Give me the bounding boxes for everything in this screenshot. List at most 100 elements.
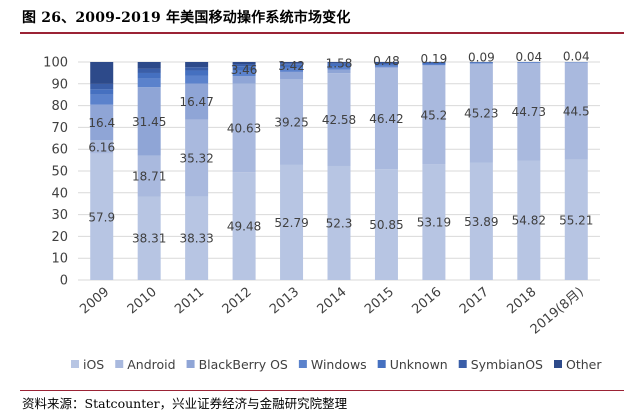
bar-segment <box>280 71 304 80</box>
bar-segment <box>185 119 209 197</box>
bar-segment <box>564 159 588 280</box>
bar-segment <box>185 75 209 84</box>
data-label: 35.32 <box>179 151 213 165</box>
bar-segment <box>137 196 161 280</box>
bar-segment <box>90 62 114 84</box>
bar-segment <box>469 63 493 163</box>
bar-segment <box>327 63 351 67</box>
bar-segment <box>185 67 209 71</box>
legend-label: Other <box>566 357 602 372</box>
bar-segment <box>185 83 209 120</box>
data-label: 16.47 <box>179 95 213 109</box>
data-label: 53.89 <box>464 215 498 229</box>
data-label: 53.19 <box>417 216 451 230</box>
bar-segment <box>137 87 161 156</box>
bar-segment <box>137 155 161 197</box>
data-label: 50.85 <box>369 218 403 232</box>
footer-rule <box>20 390 624 391</box>
bar-segment <box>185 70 209 76</box>
data-label: 38.31 <box>132 232 166 246</box>
bar-segment <box>374 67 398 170</box>
legend-label: iOS <box>83 357 104 372</box>
bar-segment <box>90 83 114 90</box>
data-label: 6.16 <box>88 141 115 155</box>
bar-segment <box>232 66 256 71</box>
legend-swatch <box>377 360 386 368</box>
bar-segment <box>232 172 256 280</box>
data-label: 18.71 <box>132 170 166 184</box>
bar-segment <box>185 196 209 280</box>
bar-segment <box>280 63 304 65</box>
bar-segment <box>280 62 304 64</box>
bar-segment <box>374 65 398 67</box>
bar-segment <box>374 62 398 63</box>
bar-segment <box>564 62 588 160</box>
y-tick-label: 10 <box>51 252 68 267</box>
legend-swatch <box>115 360 124 368</box>
legend-swatch <box>554 360 562 368</box>
bar-segment <box>327 62 351 63</box>
bar-segment <box>232 64 256 67</box>
data-label: 16.4 <box>88 116 115 130</box>
bar-segment <box>374 64 398 66</box>
bar-segment <box>137 72 161 79</box>
bar-segment <box>137 68 161 73</box>
x-tick-label: 2011 <box>172 285 207 318</box>
title-rule <box>20 32 624 34</box>
data-label: 0.04 <box>563 50 590 64</box>
data-label: 57.9 <box>88 210 115 224</box>
bar-segment <box>422 65 446 165</box>
data-label: 1.58 <box>326 57 353 71</box>
bar-segment <box>280 64 304 68</box>
x-tick-label: 2018 <box>504 285 539 318</box>
bar-segment <box>90 140 114 154</box>
y-tick-label: 60 <box>51 143 68 158</box>
bar-segment <box>137 62 161 69</box>
data-label: 0.09 <box>468 51 495 65</box>
bar-segment <box>374 66 398 68</box>
x-tick-label: 2009 <box>77 285 112 318</box>
x-tick-label: 2019(8月) <box>528 285 587 338</box>
bar-segment <box>374 169 398 280</box>
data-label: 31.45 <box>132 115 166 129</box>
data-label: 44.5 <box>563 105 590 119</box>
bars <box>90 62 588 280</box>
data-label: 52.79 <box>274 216 308 230</box>
data-label: 0.19 <box>421 52 448 66</box>
legend-label: BlackBerry OS <box>199 357 288 372</box>
legend-swatch <box>298 360 307 368</box>
bar-segment <box>327 165 351 280</box>
x-tick-label: 2016 <box>409 285 444 318</box>
bar-segment <box>185 62 209 68</box>
data-label: 38.33 <box>179 232 213 246</box>
bar-segment <box>327 69 351 74</box>
y-tick-label: 90 <box>51 77 68 92</box>
bar-segment <box>232 70 256 77</box>
bar-segment <box>280 164 304 280</box>
y-tick-label: 80 <box>51 99 68 114</box>
bar-segment <box>137 78 161 88</box>
data-label: 52.3 <box>326 216 353 230</box>
legend-swatch <box>186 360 195 368</box>
bar-segment <box>517 62 541 63</box>
bar-segment <box>90 94 114 105</box>
y-axis-ticks: 0 10 20 30 40 50 60 70 80 90 100 <box>43 56 68 289</box>
bar-segment <box>90 104 114 141</box>
data-label: 39.25 <box>274 116 308 130</box>
data-label: 3.42 <box>278 59 305 73</box>
data-label: 3.46 <box>231 63 258 77</box>
legend: iOS Android BlackBerry OS Windows Unknown Sym… <box>71 357 602 372</box>
figure-title: 图 26、2009-2019 年美国移动操作系统市场变化 <box>22 10 351 26</box>
bar-segment <box>422 64 446 66</box>
legend-swatch <box>458 360 467 368</box>
bar-segment <box>232 76 256 84</box>
y-tick-label: 70 <box>51 121 68 136</box>
bar-segment <box>469 62 493 64</box>
source-note: 资料来源：Statcounter，兴业证券经济与金融研究院整理 <box>22 396 348 411</box>
data-label: 0.04 <box>515 50 542 64</box>
data-label: 45.23 <box>464 107 498 121</box>
y-tick-label: 0 <box>60 274 68 289</box>
y-tick-label: 40 <box>51 186 68 201</box>
legend-swatch <box>71 360 79 368</box>
